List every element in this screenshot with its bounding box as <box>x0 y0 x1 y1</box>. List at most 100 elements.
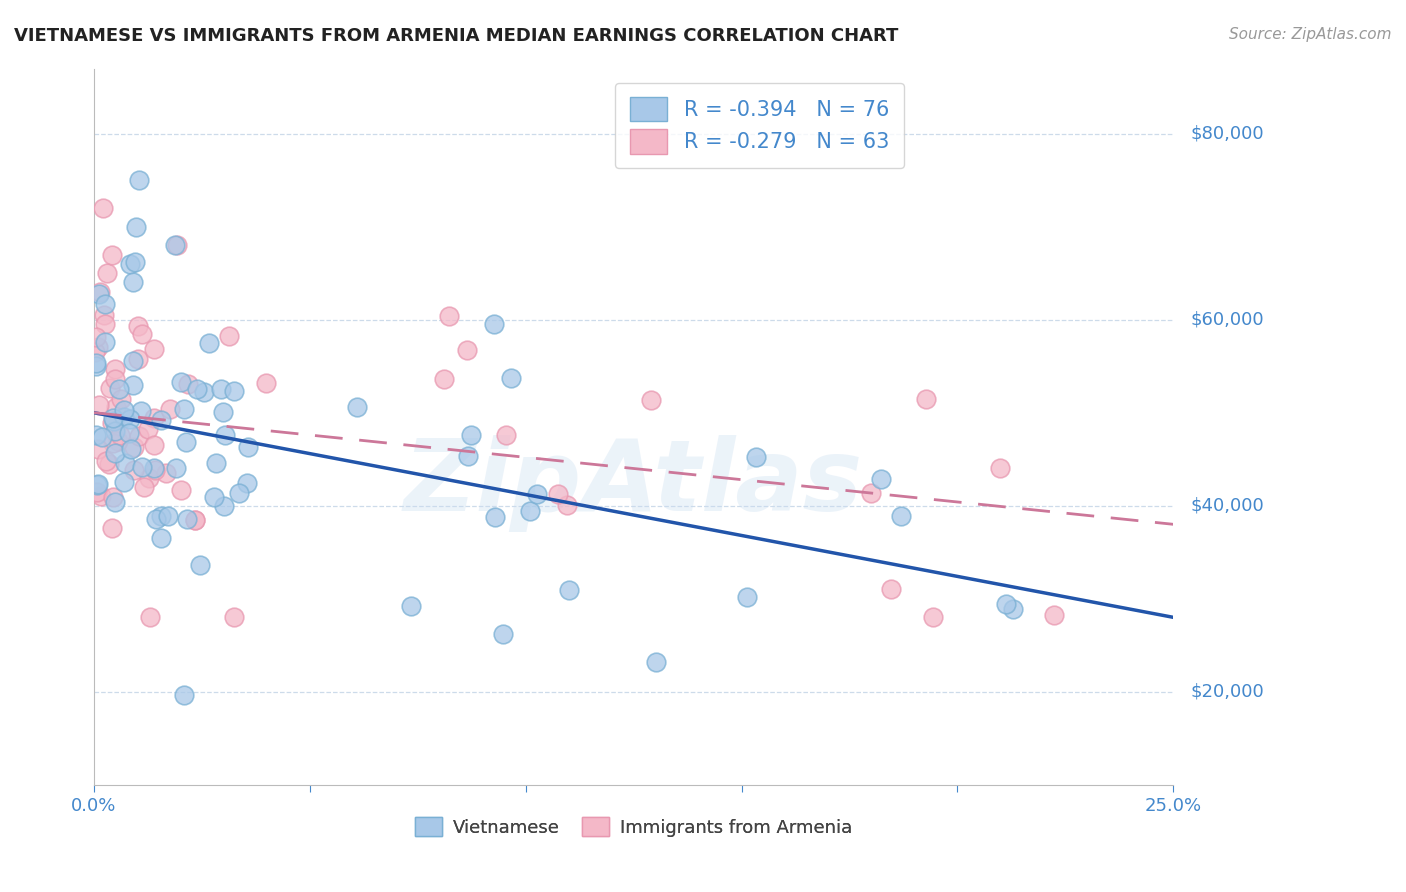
Point <box>93 201 115 215</box>
Point <box>176 512 198 526</box>
Point <box>149 532 172 546</box>
Point <box>547 487 569 501</box>
Point <box>214 427 236 442</box>
Point <box>492 627 515 641</box>
Point <box>129 404 152 418</box>
Point <box>995 597 1018 611</box>
Point <box>143 342 166 356</box>
Point <box>84 359 107 373</box>
Point <box>131 326 153 341</box>
Point <box>184 513 207 527</box>
Point <box>86 484 108 499</box>
Point <box>122 463 145 477</box>
Point <box>89 285 111 299</box>
Point <box>460 427 482 442</box>
Point <box>921 610 943 624</box>
Point <box>988 461 1011 475</box>
Point <box>644 655 666 669</box>
Point <box>94 335 117 350</box>
Point <box>104 361 127 376</box>
Point <box>87 340 110 354</box>
Point <box>104 495 127 509</box>
Point <box>94 454 117 468</box>
Point <box>107 434 129 448</box>
Point <box>1043 607 1066 622</box>
Point <box>112 475 135 489</box>
Point <box>143 410 166 425</box>
Point <box>124 440 146 454</box>
Point <box>97 457 120 471</box>
Point <box>96 266 118 280</box>
Point <box>156 509 179 524</box>
Point <box>143 463 166 477</box>
Point <box>103 410 125 425</box>
Point <box>128 429 150 443</box>
Text: ZipAtlas: ZipAtlas <box>404 435 863 533</box>
Point <box>499 371 522 385</box>
Point <box>121 354 143 368</box>
Point <box>186 382 208 396</box>
Point <box>87 286 110 301</box>
Point <box>118 412 141 426</box>
Point <box>108 428 131 442</box>
Point <box>193 385 215 400</box>
Point <box>198 336 221 351</box>
Point <box>202 490 225 504</box>
Point <box>134 480 156 494</box>
Point <box>143 460 166 475</box>
Point <box>640 392 662 407</box>
Legend: Vietnamese, Immigrants from Armenia: Vietnamese, Immigrants from Armenia <box>408 810 859 844</box>
Point <box>87 442 110 457</box>
Point <box>94 297 117 311</box>
Point <box>122 377 145 392</box>
Point <box>205 456 228 470</box>
Point <box>114 402 136 417</box>
Point <box>165 460 187 475</box>
Point <box>526 487 548 501</box>
Point <box>484 510 506 524</box>
Point <box>84 345 107 359</box>
Point <box>170 483 193 497</box>
Point <box>859 486 882 500</box>
Point <box>174 435 197 450</box>
Point <box>118 425 141 440</box>
Point <box>188 558 211 573</box>
Point <box>870 472 893 486</box>
Point <box>90 489 112 503</box>
Point <box>107 382 129 396</box>
Text: VIETNAMESE VS IMMIGRANTS FROM ARMENIA MEDIAN EARNINGS CORRELATION CHART: VIETNAMESE VS IMMIGRANTS FROM ARMENIA ME… <box>14 27 898 45</box>
Point <box>93 308 115 322</box>
Point <box>124 219 146 234</box>
Point <box>103 414 125 428</box>
Point <box>236 440 259 454</box>
Text: $60,000: $60,000 <box>1191 310 1264 328</box>
Point <box>131 460 153 475</box>
Point <box>101 417 124 431</box>
Text: $80,000: $80,000 <box>1191 125 1264 143</box>
Point <box>114 456 136 470</box>
Point <box>519 504 541 518</box>
Text: Source: ZipAtlas.com: Source: ZipAtlas.com <box>1229 27 1392 42</box>
Point <box>124 255 146 269</box>
Point <box>105 400 128 414</box>
Point <box>346 401 368 415</box>
Text: $40,000: $40,000 <box>1191 497 1264 515</box>
Point <box>218 328 240 343</box>
Point <box>495 428 517 442</box>
Point <box>222 384 245 398</box>
Point <box>401 599 423 613</box>
Point <box>173 402 195 417</box>
Point <box>120 257 142 271</box>
Point <box>457 449 479 463</box>
Point <box>915 392 938 406</box>
Point <box>1001 602 1024 616</box>
Point <box>122 276 145 290</box>
Point <box>93 317 115 331</box>
Point <box>456 343 478 357</box>
Point <box>484 317 506 331</box>
Point <box>254 376 277 390</box>
Point <box>104 372 127 386</box>
Point <box>439 309 461 323</box>
Point <box>177 377 200 392</box>
Point <box>86 330 108 344</box>
